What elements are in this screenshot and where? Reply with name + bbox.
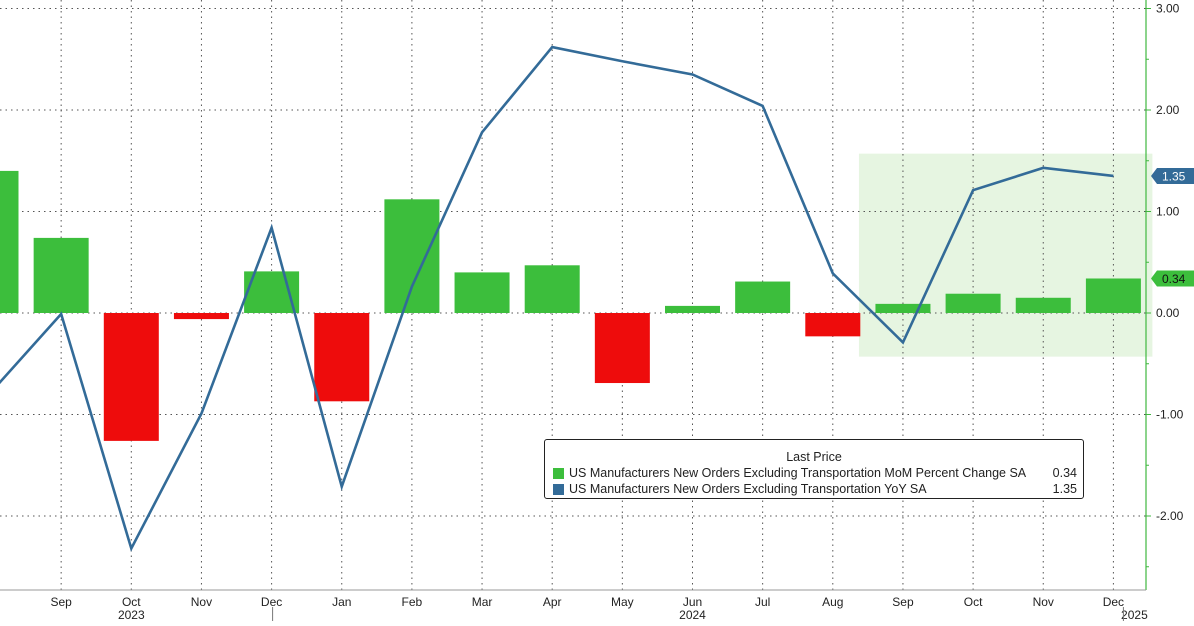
- x-tick-label: Jul: [755, 595, 770, 609]
- legend-entry-yoy: US Manufacturers New Orders Excluding Tr…: [545, 481, 1083, 497]
- bar: [0, 170, 19, 313]
- legend-swatch-yoy: [553, 483, 564, 495]
- bar: [945, 293, 1001, 313]
- legend-value-mom: 0.34: [1052, 466, 1077, 480]
- legend-label-mom: US Manufacturers New Orders Excluding Tr…: [569, 466, 1027, 480]
- bar: [665, 305, 720, 313]
- x-tick-label: Jan: [332, 595, 351, 609]
- year-label: 2025: [1121, 608, 1148, 621]
- x-tick-label: Jun: [683, 595, 702, 609]
- bar: [1015, 297, 1071, 313]
- x-tick-label: Nov: [191, 595, 212, 609]
- legend-entry-mom: US Manufacturers New Orders Excluding Tr…: [545, 465, 1083, 481]
- bar: [384, 199, 440, 313]
- y-tick-label: 2.00: [1156, 103, 1180, 117]
- x-tick-label: Aug: [822, 595, 843, 609]
- legend: Last Price US Manufacturers New Orders E…: [544, 439, 1084, 499]
- series-line-yoy: [0, 45, 1114, 552]
- y-tick-label: -1.00: [1156, 408, 1184, 422]
- bar: [454, 272, 510, 313]
- year-label: 2023: [118, 608, 145, 621]
- x-tick-label: Mar: [472, 595, 493, 609]
- bar: [33, 237, 89, 313]
- bar: [314, 313, 370, 402]
- bar: [173, 313, 229, 320]
- badge-mom-label: 0.34: [1162, 272, 1186, 286]
- legend-title: Last Price: [786, 450, 842, 464]
- x-tick-label: Nov: [1033, 595, 1054, 609]
- x-tick-label: May: [611, 595, 634, 609]
- bar: [524, 265, 580, 313]
- legend-swatch-mom: [553, 467, 564, 479]
- x-tick-label: Feb: [402, 595, 423, 609]
- badge-yoy-label: 1.35: [1162, 169, 1186, 183]
- badge-mom-bg: [1151, 270, 1194, 287]
- y-tick-label: 0.00: [1156, 306, 1180, 320]
- x-tick-label: Apr: [543, 595, 562, 609]
- bar: [805, 313, 861, 337]
- bar: [875, 303, 931, 313]
- x-tick-label: Oct: [122, 595, 141, 609]
- y-tick-label: -2.00: [1156, 509, 1184, 523]
- x-tick-label: Dec: [261, 595, 282, 609]
- bar: [103, 313, 159, 441]
- year-label: 2024: [679, 608, 706, 621]
- x-tick-label: Sep: [50, 595, 72, 609]
- y-tick-label: 1.00: [1156, 205, 1180, 219]
- bar: [735, 281, 791, 313]
- bar: [1085, 278, 1141, 313]
- x-tick-label: Oct: [964, 595, 983, 609]
- badge-yoy-bg: [1151, 167, 1194, 184]
- legend-value-yoy: 1.35: [1052, 482, 1077, 496]
- legend-label-yoy: US Manufacturers New Orders Excluding Tr…: [569, 482, 927, 496]
- highlight-region: [858, 153, 1153, 357]
- x-tick-label: Dec: [1103, 595, 1124, 609]
- y-tick-label: 3.00: [1156, 2, 1180, 16]
- x-tick-label: Sep: [892, 595, 914, 609]
- bar: [594, 313, 650, 384]
